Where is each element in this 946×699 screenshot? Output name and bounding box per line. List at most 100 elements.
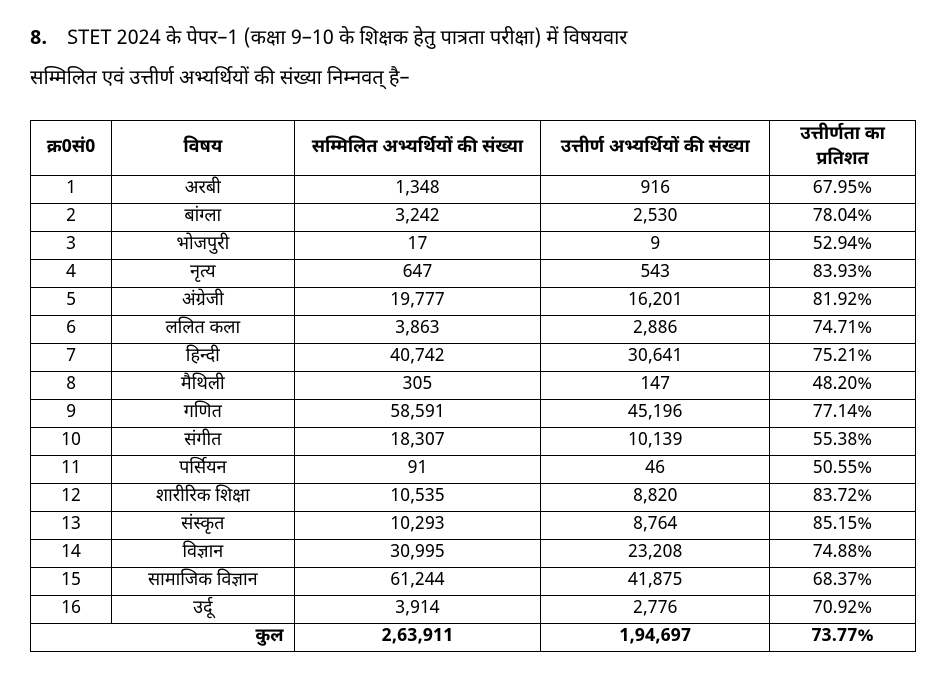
cell-subject: मैथिली — [112, 372, 294, 400]
cell-passed: 916 — [541, 176, 770, 204]
cell-percent: 83.93% — [770, 260, 916, 288]
cell-percent: 70.92% — [770, 596, 916, 624]
table-row: 15सामाजिक विज्ञान61,24441,87568.37% — [31, 568, 916, 596]
cell-sn: 15 — [31, 568, 112, 596]
cell-sn: 10 — [31, 428, 112, 456]
cell-appeared: 40,742 — [294, 344, 541, 372]
cell-passed: 2,886 — [541, 316, 770, 344]
item-number: 8. — [30, 27, 47, 53]
header-appeared: सम्मिलित अभ्यर्थियों की संख्या — [294, 121, 541, 176]
table-row: 5अंग्रेजी19,77716,20181.92% — [31, 288, 916, 316]
cell-passed: 10,139 — [541, 428, 770, 456]
total-passed: 1,94,697 — [541, 624, 770, 652]
cell-sn: 8 — [31, 372, 112, 400]
cell-appeared: 17 — [294, 232, 541, 260]
cell-subject: विज्ञान — [112, 540, 294, 568]
table-row: 13संस्कृत10,2938,76485.15% — [31, 512, 916, 540]
cell-percent: 75.21% — [770, 344, 916, 372]
cell-subject: हिन्दी — [112, 344, 294, 372]
cell-passed: 45,196 — [541, 400, 770, 428]
intro-line-1: STET 2024 के पेपर–1 (कक्षा 9–10 के शिक्ष… — [67, 27, 627, 53]
table-row: 10संगीत18,30710,13955.38% — [31, 428, 916, 456]
cell-appeared: 3,863 — [294, 316, 541, 344]
header-sn: क्र0सं0 — [31, 121, 112, 176]
intro-paragraph: 8. STET 2024 के पेपर–1 (कक्षा 9–10 के शिक… — [30, 20, 916, 100]
cell-passed: 23,208 — [541, 540, 770, 568]
cell-percent: 78.04% — [770, 204, 916, 232]
cell-percent: 48.20% — [770, 372, 916, 400]
cell-percent: 52.94% — [770, 232, 916, 260]
table-body: 1अरबी1,34891667.95%2बांग्ला3,2422,53078.… — [31, 176, 916, 652]
cell-subject: अरबी — [112, 176, 294, 204]
cell-percent: 77.14% — [770, 400, 916, 428]
cell-percent: 68.37% — [770, 568, 916, 596]
cell-appeared: 58,591 — [294, 400, 541, 428]
cell-subject: बांग्ला — [112, 204, 294, 232]
cell-percent: 81.92% — [770, 288, 916, 316]
cell-percent: 67.95% — [770, 176, 916, 204]
cell-passed: 16,201 — [541, 288, 770, 316]
cell-percent: 50.55% — [770, 456, 916, 484]
total-appeared: 2,63,911 — [294, 624, 541, 652]
cell-subject: शारीरिक शिक्षा — [112, 484, 294, 512]
cell-appeared: 647 — [294, 260, 541, 288]
cell-appeared: 3,914 — [294, 596, 541, 624]
cell-passed: 8,820 — [541, 484, 770, 512]
table-row: 8मैथिली30514748.20% — [31, 372, 916, 400]
cell-passed: 2,530 — [541, 204, 770, 232]
table-row: 3भोजपुरी17952.94% — [31, 232, 916, 260]
cell-passed: 543 — [541, 260, 770, 288]
cell-percent: 85.15% — [770, 512, 916, 540]
cell-subject: ललित कला — [112, 316, 294, 344]
cell-appeared: 18,307 — [294, 428, 541, 456]
cell-passed: 147 — [541, 372, 770, 400]
table-row: 16उर्दू3,9142,77670.92% — [31, 596, 916, 624]
table-row: 7हिन्दी40,74230,64175.21% — [31, 344, 916, 372]
cell-appeared: 61,244 — [294, 568, 541, 596]
cell-sn: 9 — [31, 400, 112, 428]
header-row: क्र0सं0 विषय सम्मिलित अभ्यर्थियों की संख… — [31, 121, 916, 176]
cell-sn: 2 — [31, 204, 112, 232]
cell-subject: सामाजिक विज्ञान — [112, 568, 294, 596]
cell-subject: भोजपुरी — [112, 232, 294, 260]
cell-appeared: 10,535 — [294, 484, 541, 512]
cell-appeared: 30,995 — [294, 540, 541, 568]
cell-appeared: 91 — [294, 456, 541, 484]
cell-subject: संगीत — [112, 428, 294, 456]
cell-sn: 1 — [31, 176, 112, 204]
cell-sn: 13 — [31, 512, 112, 540]
header-subject: विषय — [112, 121, 294, 176]
cell-passed: 30,641 — [541, 344, 770, 372]
cell-appeared: 19,777 — [294, 288, 541, 316]
cell-sn: 5 — [31, 288, 112, 316]
cell-subject: संस्कृत — [112, 512, 294, 540]
cell-passed: 2,776 — [541, 596, 770, 624]
cell-percent: 74.88% — [770, 540, 916, 568]
cell-sn: 11 — [31, 456, 112, 484]
cell-passed: 9 — [541, 232, 770, 260]
total-row: कुल2,63,9111,94,69773.77% — [31, 624, 916, 652]
table-row: 4नृत्य64754383.93% — [31, 260, 916, 288]
table-row: 9गणित58,59145,19677.14% — [31, 400, 916, 428]
total-label: कुल — [31, 624, 295, 652]
header-percent: उत्तीर्णता का प्रतिशत — [770, 121, 916, 176]
cell-percent: 55.38% — [770, 428, 916, 456]
table-row: 1अरबी1,34891667.95% — [31, 176, 916, 204]
results-table: क्र0सं0 विषय सम्मिलित अभ्यर्थियों की संख… — [30, 120, 916, 652]
intro-line-2: सम्मिलित एवं उत्तीर्ण अभ्यर्थियों की संख… — [30, 67, 410, 93]
cell-passed: 41,875 — [541, 568, 770, 596]
cell-passed: 46 — [541, 456, 770, 484]
table-row: 2बांग्ला3,2422,53078.04% — [31, 204, 916, 232]
cell-percent: 74.71% — [770, 316, 916, 344]
cell-subject: पर्सियन — [112, 456, 294, 484]
cell-appeared: 305 — [294, 372, 541, 400]
cell-subject: उर्दू — [112, 596, 294, 624]
cell-subject: अंग्रेजी — [112, 288, 294, 316]
total-percent: 73.77% — [770, 624, 916, 652]
cell-sn: 3 — [31, 232, 112, 260]
cell-subject: गणित — [112, 400, 294, 428]
cell-sn: 12 — [31, 484, 112, 512]
cell-sn: 7 — [31, 344, 112, 372]
cell-percent: 83.72% — [770, 484, 916, 512]
header-passed: उत्तीर्ण अभ्यर्थियों की संख्या — [541, 121, 770, 176]
